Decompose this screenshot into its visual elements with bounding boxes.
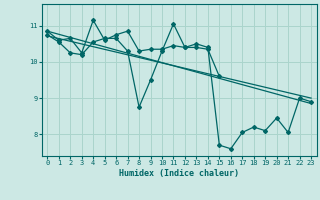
X-axis label: Humidex (Indice chaleur): Humidex (Indice chaleur) bbox=[119, 169, 239, 178]
